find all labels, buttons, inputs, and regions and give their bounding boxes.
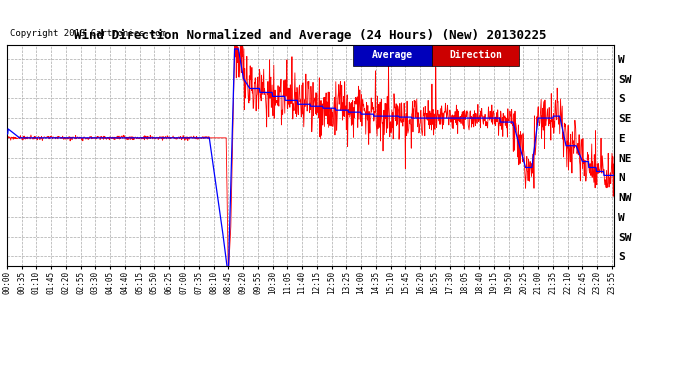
Text: Direction: Direction [449,50,502,60]
Text: Average: Average [372,50,413,60]
Text: Copyright 2013 Cartronics.com: Copyright 2013 Cartronics.com [10,28,166,38]
Title: Wind Direction Normalized and Average (24 Hours) (New) 20130225: Wind Direction Normalized and Average (2… [75,29,546,42]
